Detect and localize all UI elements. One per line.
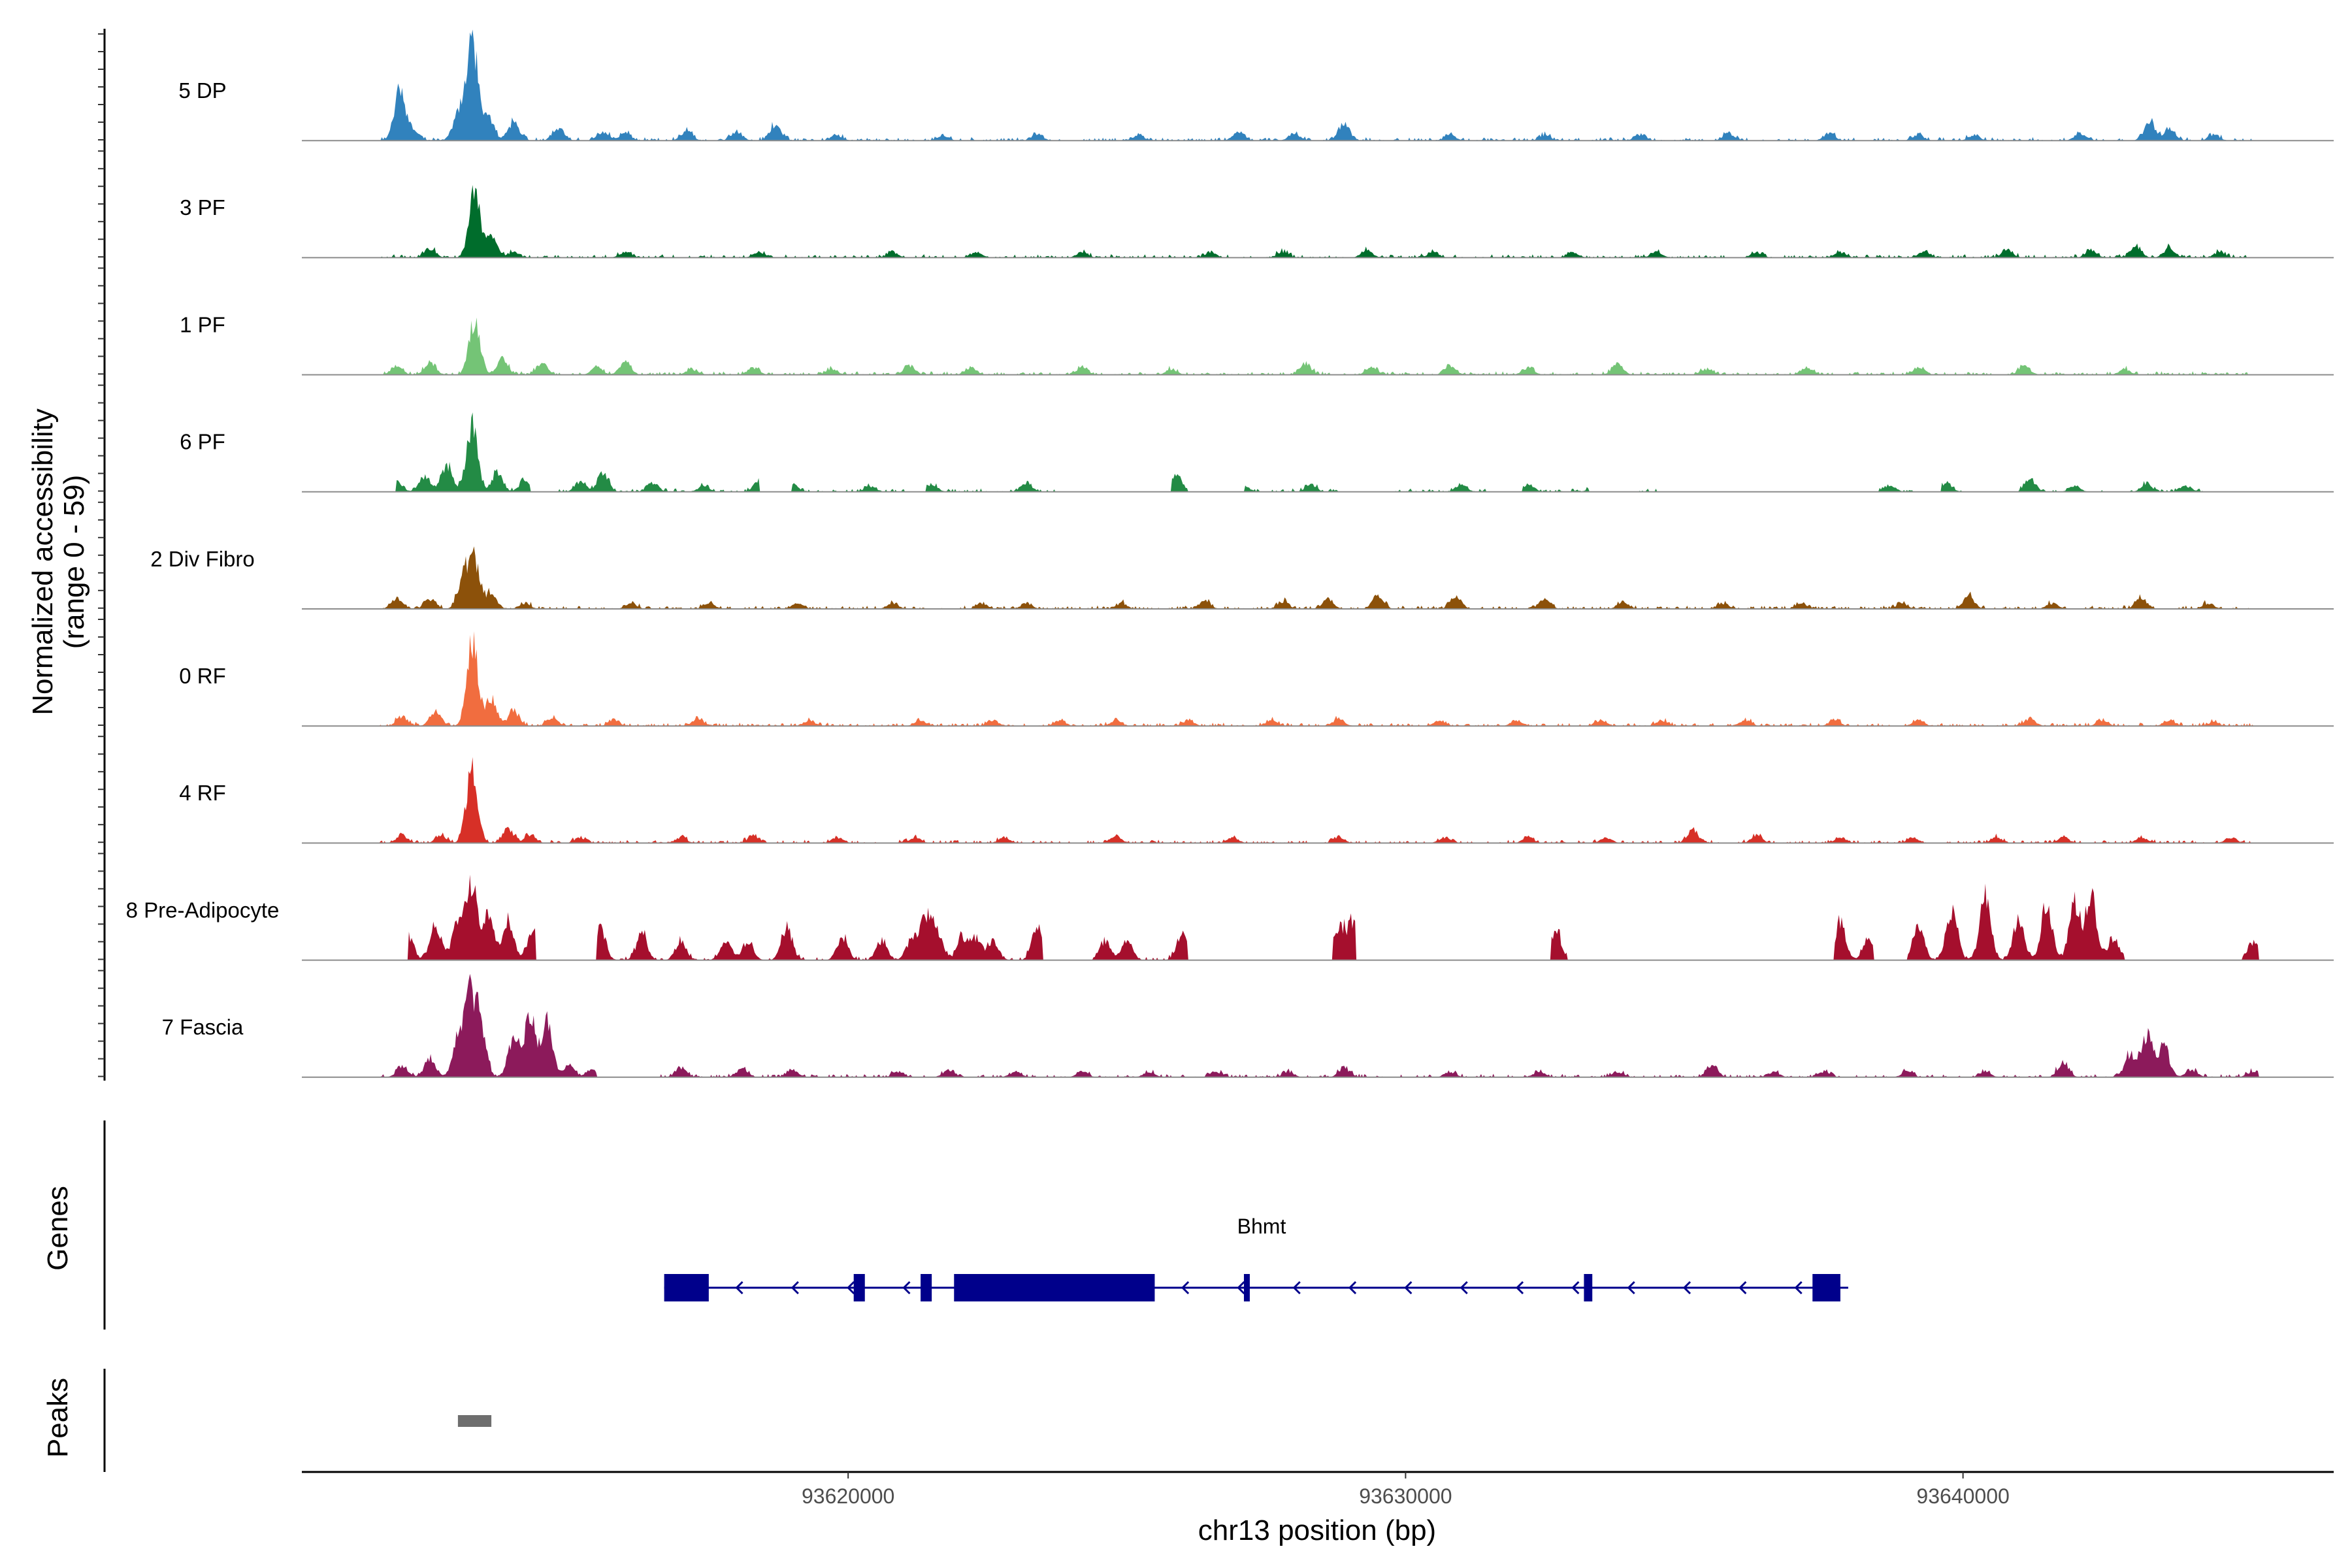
track-label-7-fascia: 7 Fascia [162, 1015, 244, 1039]
track-8-pre-adipocyte [302, 874, 2334, 961]
gene-track [664, 1274, 1848, 1301]
coverage-area [302, 412, 2334, 492]
track-label-5-dp: 5 DP [178, 78, 226, 103]
strand-arrow [1292, 1281, 1301, 1295]
track-2-div-fibro [302, 546, 2334, 610]
coverage-area [302, 757, 2334, 843]
track-labels: 5 DP 3 PF 1 PF 6 PF 2 Div Fibro 0 RF 4 RF 8 Pre… [126, 78, 280, 1039]
strand-arrow [1627, 1281, 1635, 1295]
strand-arrow [902, 1281, 911, 1295]
gene-exon [853, 1274, 865, 1301]
track-3-pf [302, 185, 2334, 259]
y-axis-layer [98, 29, 106, 1472]
track-6-pf [302, 412, 2334, 493]
strand-arrow [1404, 1281, 1413, 1295]
strand-arrow [1181, 1281, 1190, 1295]
strand-arrow [1794, 1281, 1803, 1295]
x-tick-label: 93640000 [1916, 1484, 2009, 1508]
strand-arrow [1348, 1281, 1357, 1295]
coverage-area [302, 546, 2334, 609]
track-label-3-pf: 3 PF [180, 195, 225, 220]
track-label-6-pf: 6 PF [180, 430, 225, 454]
coverage-area [302, 185, 2334, 258]
track-1-pf [302, 318, 2334, 376]
gene-exon [921, 1274, 932, 1301]
coverage-area [302, 973, 2334, 1077]
gene-exon [1812, 1274, 1840, 1301]
coverage-area [302, 874, 2334, 960]
track-7-fascia [302, 973, 2334, 1078]
track-5-dp [302, 29, 2334, 142]
track-4-rf [302, 757, 2334, 844]
strand-arrow [791, 1281, 799, 1295]
x-tick-label: 93620000 [802, 1484, 894, 1508]
gene-name-label: Bhmt [1237, 1215, 1286, 1238]
strand-arrow [1237, 1281, 1245, 1295]
y-axis-title-line2: (range 0 - 59) [58, 475, 90, 649]
y-axis-title-line1: Normalized accessibility [27, 408, 59, 715]
track-label-2-div-fibro: 2 Div Fibro [150, 547, 255, 571]
peaks-axis-title: Peaks [42, 1378, 74, 1458]
gene-exon [1584, 1274, 1593, 1301]
coverage-tracks [302, 29, 2334, 1078]
gene-exon [954, 1274, 1155, 1301]
coverage-area [302, 631, 2334, 727]
x-tick-label: 93630000 [1359, 1484, 1452, 1508]
track-label-4-rf: 4 RF [179, 781, 226, 805]
track-0-rf [302, 631, 2334, 727]
strand-arrow [847, 1281, 855, 1295]
peaks-track [457, 1415, 492, 1427]
coverage-area [302, 318, 2334, 375]
strand-arrow [1682, 1281, 1691, 1295]
track-label-8-pre-adipocyte: 8 Pre-Adipocyte [126, 898, 280, 922]
strand-arrow [1515, 1281, 1524, 1295]
strand-arrow [1739, 1281, 1747, 1295]
strand-arrow [1460, 1281, 1468, 1295]
x-axis-title: chr13 position (bp) [1198, 1514, 1436, 1546]
track-label-0-rf: 0 RF [179, 664, 226, 688]
coverage-area [302, 29, 2334, 141]
x-axis: 93620000 93630000 93640000 [302, 1471, 2334, 1508]
strand-arrow [735, 1281, 743, 1295]
genes-axis-title: Genes [42, 1186, 74, 1271]
strand-arrow [1571, 1281, 1580, 1295]
track-label-1-pf: 1 PF [180, 312, 225, 336]
gene-exon [1243, 1274, 1250, 1301]
peak-region [457, 1415, 492, 1427]
gene-exon [664, 1274, 709, 1301]
